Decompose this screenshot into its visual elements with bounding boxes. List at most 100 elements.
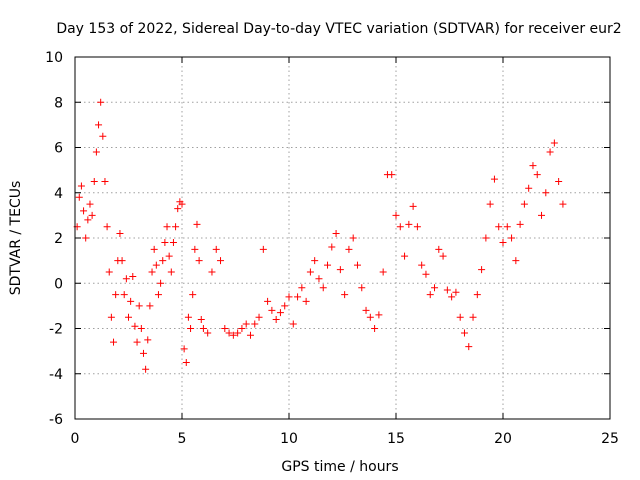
data-point [86,200,94,208]
y-tick-label: -2 [49,322,63,338]
data-point [165,252,173,260]
data-point [182,358,190,366]
data-point [187,325,195,332]
x-axis-label: GPS time / hours [281,459,398,475]
data-point [469,313,477,321]
data-point [495,223,503,231]
data-point [328,243,336,251]
data-point [520,200,528,208]
data-point [525,184,533,192]
data-point [169,239,177,247]
data-point [529,162,537,170]
y-tick-label: 10 [45,50,63,66]
data-point [172,223,180,231]
data-point [135,302,143,310]
data-point [358,284,366,292]
data-point [238,325,246,332]
data-point [409,202,417,210]
data-point [103,223,111,231]
data-point [388,171,396,179]
data-point [452,288,460,296]
data-point [161,239,169,247]
data-point [268,306,276,314]
data-point [92,148,100,156]
x-tick-label: 10 [280,431,298,447]
data-point [139,349,147,357]
data-point [298,284,306,292]
data-point [413,223,421,231]
data-point [375,311,383,319]
data-point [199,325,207,332]
data-point [217,257,225,265]
data-point [150,245,158,253]
data-point [229,331,237,339]
data-point [405,220,413,228]
data-point [336,266,344,274]
data-point [319,284,327,292]
data-point [285,293,293,301]
y-tick-label: -6 [49,412,63,428]
data-point [225,329,233,337]
data-point [448,293,456,301]
data-point [276,309,284,317]
data-point [396,223,404,231]
data-point [77,182,85,190]
data-point [426,291,434,299]
data-point [512,257,520,265]
data-point [324,261,332,269]
data-points [73,98,567,373]
y-tick-label: 4 [54,186,63,202]
data-point [456,313,464,321]
data-point [90,177,98,185]
data-point [443,286,451,294]
x-tick-label: 15 [387,431,405,447]
data-point [112,291,120,299]
data-point [289,320,297,328]
data-point [204,329,212,337]
y-tick-label: 2 [54,231,63,247]
data-point [353,261,361,269]
data-point [431,284,439,292]
data-point [482,234,490,242]
data-point [550,139,558,147]
data-point [129,272,137,280]
data-point [122,275,130,283]
data-point [144,336,152,344]
chart-title: Day 153 of 2022, Sidereal Day-to-day VTE… [56,21,621,37]
x-tick-label: 25 [601,431,619,447]
data-point [157,279,165,287]
data-point [101,177,109,185]
data-point [116,229,124,237]
data-point [148,268,156,276]
data-point [88,211,96,219]
data-point [559,200,567,208]
data-point [533,171,541,179]
data-point [120,291,128,299]
data-point [174,205,182,213]
data-point [95,121,103,129]
data-point [345,245,353,253]
x-tick-label: 20 [494,431,512,447]
data-point [281,302,289,310]
data-point [422,270,430,278]
data-point [80,207,88,215]
data-point [486,200,494,208]
data-point [184,313,192,321]
data-point [167,268,175,276]
data-point [159,257,167,265]
data-point [131,322,139,330]
data-point [302,297,310,305]
data-point [197,315,205,323]
x-tick-label: 0 [71,431,80,447]
data-point [97,98,105,106]
data-point [146,302,154,310]
axis-ticks: 0 5 10 15 20 25 -6 -4 -2 0 2 4 6 8 10 [45,50,619,447]
data-point [75,193,83,201]
data-point [142,365,150,373]
data-point [191,245,199,253]
data-point [439,252,447,260]
data-point [212,245,220,253]
data-point [242,320,250,328]
data-point [555,177,563,185]
